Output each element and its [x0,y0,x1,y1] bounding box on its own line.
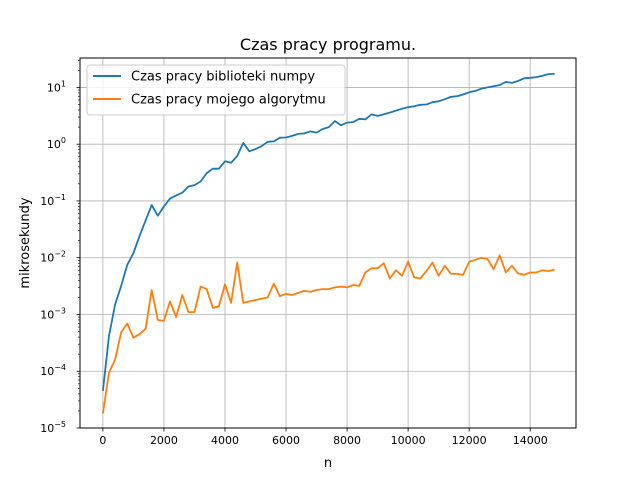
y-axis-label: mikrosekundy [18,197,33,288]
legend-label-algorithm: Czas pracy mojego algorytmu [131,93,326,108]
x-tick-label: 0 [99,434,106,447]
series-line-numpy [102,73,555,391]
legend: Czas pracy biblioteki numpy Czas pracy m… [86,64,346,116]
x-axis: 0 2000 4000 6000 8000 10000 12000 14000 [99,428,548,447]
x-tick-label: 4000 [211,434,239,447]
x-tick-label: 10000 [391,434,426,447]
plot-area-frame [79,57,577,429]
legend-label-numpy: Czas pracy biblioteki numpy [131,70,315,85]
y-tick-exponent: −3 [54,306,66,315]
legend-frame [86,64,346,116]
x-tick-label: 14000 [513,434,548,447]
x-tick-label: 2000 [150,434,178,447]
series-layer [102,73,555,414]
x-tick-label: 12000 [452,434,487,447]
x-tick-label: 8000 [333,434,361,447]
series-line-algorithm [102,254,555,414]
y-tick-exponent: −1 [54,193,66,202]
y-tick-exponent: 1 [61,79,66,88]
y-tick-exponent: 0 [61,136,66,145]
chart-title: Czas pracy programu. [240,35,416,54]
y-tick-exponent: −4 [54,363,66,372]
y-tick-exponent: −5 [54,420,66,429]
y-tick-exponent: −2 [54,250,66,259]
x-axis-label: n [324,456,332,471]
x-tick-label: 6000 [272,434,300,447]
